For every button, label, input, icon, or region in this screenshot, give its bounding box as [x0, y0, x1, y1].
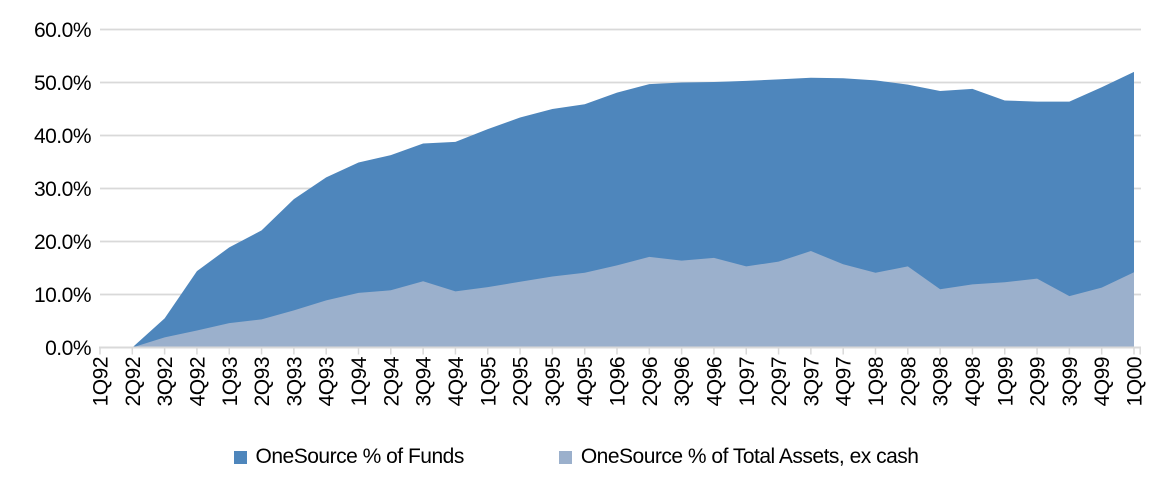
y-tick-label: 50.0% [34, 72, 91, 95]
legend-marker-total-assets-icon [558, 450, 572, 464]
x-tick-label: 2Q95 [510, 357, 533, 406]
x-tick-label: 2Q93 [251, 357, 274, 406]
x-tick-label: 2Q92 [122, 357, 145, 406]
x-tick-label: 4Q93 [316, 357, 339, 406]
legend-label-total-assets: OneSource % of Total Assets, ex cash [580, 445, 919, 468]
x-tick-label: 4Q96 [703, 357, 726, 406]
x-tick-label: 1Q00 [1124, 357, 1147, 406]
legend-item-funds: OneSource % of Funds [233, 444, 465, 470]
x-tick-label: 4Q94 [445, 356, 468, 406]
x-tick-label: 2Q98 [897, 357, 920, 406]
y-tick-label: 20.0% [34, 231, 91, 254]
x-tick-label: 1Q98 [865, 357, 888, 406]
total-assets-area [100, 251, 1134, 348]
x-tick-label: 1Q93 [219, 357, 242, 406]
legend-marker-funds-icon [233, 450, 247, 464]
x-tick-label: 1Q96 [607, 357, 630, 406]
x-tick-label: 1Q99 [994, 357, 1017, 406]
y-tick-label: 30.0% [34, 178, 91, 201]
y-tick-label: 60.0% [34, 19, 91, 42]
y-tick-label: 10.0% [34, 284, 91, 307]
x-tick-label: 1Q92 [90, 357, 113, 406]
x-tick-label: 3Q95 [542, 357, 565, 406]
x-tick-label: 3Q92 [154, 357, 177, 406]
x-tick-label: 2Q96 [639, 357, 662, 406]
y-tick-label: 0.0% [45, 337, 91, 360]
chart-legend: OneSource % of Funds OneSource % of Tota… [0, 442, 1152, 472]
x-tick-label: 3Q96 [671, 357, 694, 406]
y-tick-label: 40.0% [34, 125, 91, 148]
legend-label-funds: OneSource % of Funds [255, 445, 465, 468]
x-tick-label: 4Q92 [186, 357, 209, 406]
x-tick-label: 2Q97 [768, 357, 791, 406]
x-tick-label: 1Q97 [736, 357, 759, 406]
x-tick-label: 4Q97 [833, 357, 856, 406]
x-tick-label: 3Q97 [800, 357, 823, 406]
x-tick-label: 1Q95 [477, 357, 500, 406]
x-tick-label: 2Q99 [1027, 357, 1050, 406]
x-tick-label: 3Q93 [283, 357, 306, 406]
x-tick-label: 3Q98 [930, 357, 953, 406]
x-tick-label: 4Q99 [1091, 357, 1114, 406]
x-tick-label: 3Q94 [413, 356, 436, 406]
x-tick-label: 3Q99 [1059, 357, 1082, 406]
legend-item-total-assets: OneSource % of Total Assets, ex cash [558, 444, 919, 470]
x-tick-label: 2Q94 [380, 356, 403, 406]
x-tick-label: 1Q94 [348, 356, 371, 406]
x-tick-label: 4Q98 [962, 357, 985, 406]
x-tick-label: 4Q95 [574, 357, 597, 406]
